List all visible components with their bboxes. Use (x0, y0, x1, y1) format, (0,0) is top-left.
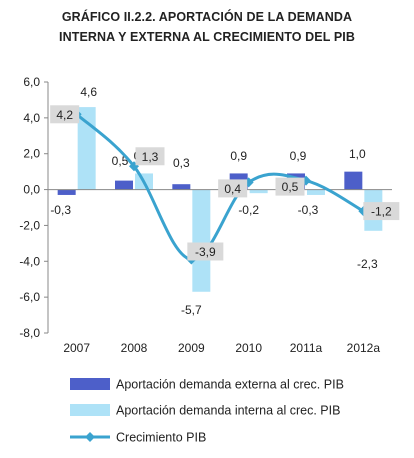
x-tick-label: 2007 (63, 341, 90, 355)
y-tick-label: 2,0 (23, 147, 40, 161)
data-label-pib: 1,3 (142, 150, 159, 164)
chart-title-line1: GRÁFICO II.2.2. APORTACIÓN DE LA DEMANDA (61, 10, 353, 24)
legend-swatch-external (70, 378, 110, 390)
chart-title-line2: INTERNA Y EXTERNA AL CRECIMIENTO DEL PIB (59, 30, 355, 44)
x-tick-label: 2009 (178, 341, 205, 355)
bar-external (172, 184, 191, 190)
line-label-box (50, 105, 80, 124)
legend-label-internal: Aportación demanda interna al crec. PIB (116, 404, 340, 418)
x-tick-label: 2012a (347, 341, 381, 355)
data-label-external: 0,9 (230, 149, 247, 163)
data-label-external: 0,9 (290, 149, 307, 163)
data-label-external: 0,5 (112, 154, 129, 168)
x-tick-label: 2011a (290, 341, 323, 355)
data-label-pib: 0,4 (224, 182, 241, 196)
legend-label-pib: Crecimiento PIB (116, 431, 206, 445)
y-tick-label: 4,0 (23, 111, 40, 125)
data-label-internal: -5,7 (181, 303, 202, 317)
data-label-internal: -0,2 (238, 203, 259, 217)
y-tick-label: -4,0 (19, 254, 40, 268)
line-label-box (187, 242, 224, 261)
bar-internal (249, 189, 268, 194)
data-label-pib: -1,2 (371, 205, 392, 219)
legend-marker-pib (85, 432, 95, 442)
bar-internal (192, 189, 211, 292)
y-tick-label: 6,0 (23, 75, 40, 89)
data-label-internal: -2,3 (357, 257, 378, 271)
data-label-pib: 4,2 (56, 108, 73, 122)
line-label-box (363, 202, 400, 221)
legend-label-external: Aportación demanda externa al crec. PIB (116, 378, 344, 392)
data-label-pib: -3,9 (195, 245, 216, 259)
x-tick-label: 2010 (235, 341, 262, 355)
data-label-external: 1,0 (349, 147, 366, 161)
bar-internal (77, 107, 96, 190)
data-label-external: -0,3 (50, 203, 71, 217)
bar-external (344, 171, 363, 190)
y-tick-label: -6,0 (19, 290, 40, 304)
data-label-external: 0,3 (173, 156, 190, 170)
data-label-pib: 0,5 (282, 180, 299, 194)
legend-swatch-internal (70, 404, 110, 416)
line-label-box (135, 147, 165, 166)
y-tick-label: 0,0 (23, 183, 40, 197)
y-tick-label: -2,0 (19, 218, 40, 232)
y-tick-label: -8,0 (19, 326, 40, 340)
line-label-box (218, 179, 248, 198)
data-label-internal: 4,6 (80, 85, 97, 99)
x-tick-label: 2008 (121, 341, 148, 355)
bar-external (57, 189, 76, 195)
line-label-box (275, 177, 305, 196)
bar-internal (307, 189, 325, 195)
bar-external (115, 180, 133, 190)
data-label-internal: -0,3 (298, 203, 319, 217)
